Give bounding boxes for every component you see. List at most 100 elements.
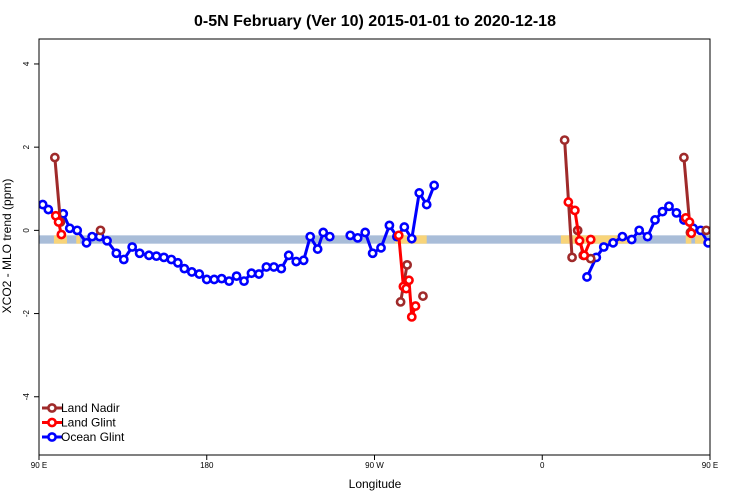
land-glint-point [393, 230, 404, 241]
land-glint-point [579, 250, 590, 261]
ocean-glint-point [360, 227, 371, 238]
ocean-glint-point [216, 273, 227, 284]
y-tick-label: 4 [22, 61, 31, 66]
land-glint-point [410, 301, 421, 311]
ocean-glint-point [276, 263, 287, 274]
land-nadir-point [49, 152, 60, 163]
ocean-glint-point [657, 206, 668, 217]
x-tick-label: 90 E [31, 461, 47, 470]
land-nadir-line [53, 157, 62, 223]
land-glint-point [563, 197, 574, 207]
land-nadir-point [402, 259, 413, 270]
ocean-glint-point [719, 235, 726, 242]
land-glint-point [406, 311, 417, 322]
ocean-glint-point [312, 244, 323, 254]
ocean-glint-point [111, 248, 122, 259]
ocean-glint-point [43, 204, 54, 215]
land-glint-point [401, 283, 412, 294]
land-nadir-point [559, 135, 570, 145]
y-tick-label: -4 [22, 393, 31, 401]
land-glint-point [684, 217, 695, 227]
ocean-glint-point [231, 271, 242, 282]
x-axis-label: Longitude [349, 477, 402, 491]
land-glint-point [574, 235, 585, 246]
land-nadir-point [679, 152, 689, 163]
ocean-glint-point [582, 272, 592, 282]
ocean-glint-point [144, 250, 154, 261]
ocean-glint-point [239, 276, 249, 287]
ocean-glint-point [127, 242, 138, 252]
ocean-glint-point [64, 223, 75, 234]
legend-swatch-marker [47, 432, 57, 442]
legend-label-land-nadir: Land Nadir [61, 401, 120, 415]
ocean-glint-point [172, 257, 183, 268]
ocean-glint-point [254, 269, 264, 279]
land-glint-point [569, 205, 580, 216]
ocean-glint-point [634, 225, 645, 236]
ocean-glint-point [642, 231, 653, 242]
x-tick-label: 90 E [702, 461, 718, 470]
land-nadir-point [701, 225, 710, 236]
ocean-glint-point [367, 248, 378, 259]
ocean-glint-point [671, 207, 682, 218]
ocean-glint-point [179, 263, 190, 274]
x-tick-label: 180 [200, 461, 214, 470]
y-axis-label: XCO2 - MLO trend (ppm) [0, 179, 14, 314]
x-tick-label: 90 W [365, 461, 384, 470]
plot-frame [38, 38, 711, 456]
legend-swatch-marker [47, 417, 57, 428]
ocean-glint-point [283, 250, 294, 261]
ocean-glint-point [414, 188, 425, 198]
ocean-glint-point [72, 225, 83, 236]
ocean-glint-point [194, 269, 205, 279]
ocean-glint-point [102, 235, 112, 246]
land-glint-point [585, 234, 596, 245]
ocean-glint-point [87, 231, 98, 242]
land-nadir-point [95, 225, 106, 236]
ocean-glint-point [246, 268, 257, 279]
ocean-glint-point [384, 220, 395, 231]
chart-title: 0-5N February (Ver 10) 2015-01-01 to 202… [194, 13, 556, 30]
ocean-glint-point [703, 237, 710, 248]
land-band-segment [76, 235, 81, 244]
land-glint-point [686, 228, 697, 239]
ocean-glint-point [712, 233, 719, 240]
ocean-glint-point [345, 230, 356, 241]
y-tick-label: 0 [22, 228, 31, 233]
x-axis: 90 E 180 90 W 0 90 E [31, 455, 718, 470]
ocean-glint-point [305, 231, 316, 242]
ocean-glint-point [201, 274, 212, 285]
ocean-glint-point [376, 242, 386, 253]
ocean-glint-point [650, 215, 660, 225]
land-glint-point [404, 275, 414, 286]
y-tick-label: -2 [22, 309, 31, 317]
ocean-glint-point [734, 245, 741, 252]
land-glint-point [56, 229, 67, 240]
ocean-glint-point [298, 255, 309, 266]
land-nadir-point [418, 291, 428, 301]
ocean-glint-point [399, 222, 410, 232]
legend-label-land-glint: Land Glint [61, 416, 116, 430]
land-band-segment [685, 235, 692, 244]
ocean-glint-point [186, 267, 197, 277]
ocean-glint-point [429, 180, 440, 191]
ocean-glint-point [352, 232, 363, 243]
ocean-glint-point [406, 233, 417, 244]
land-glint-point [53, 217, 64, 227]
legend-swatch-marker [47, 403, 57, 413]
x-tick-label: 0 [540, 461, 545, 470]
ocean-glint-point [608, 237, 618, 248]
ocean-glint-point [421, 199, 432, 210]
ocean-glint-point [81, 237, 92, 248]
ocean-glint-point [209, 274, 220, 285]
ocean-glint-point [664, 201, 674, 212]
ocean-glint-point [118, 254, 129, 265]
land-nadir-point [567, 252, 577, 263]
ocean-glint-point [261, 262, 272, 272]
y-axis: -4 -2 0 2 4 [22, 61, 39, 400]
ocean-glint-point [151, 251, 162, 262]
ocean-band [39, 235, 710, 244]
ocean-glint-point [598, 242, 609, 252]
land-band-segment [695, 235, 707, 244]
